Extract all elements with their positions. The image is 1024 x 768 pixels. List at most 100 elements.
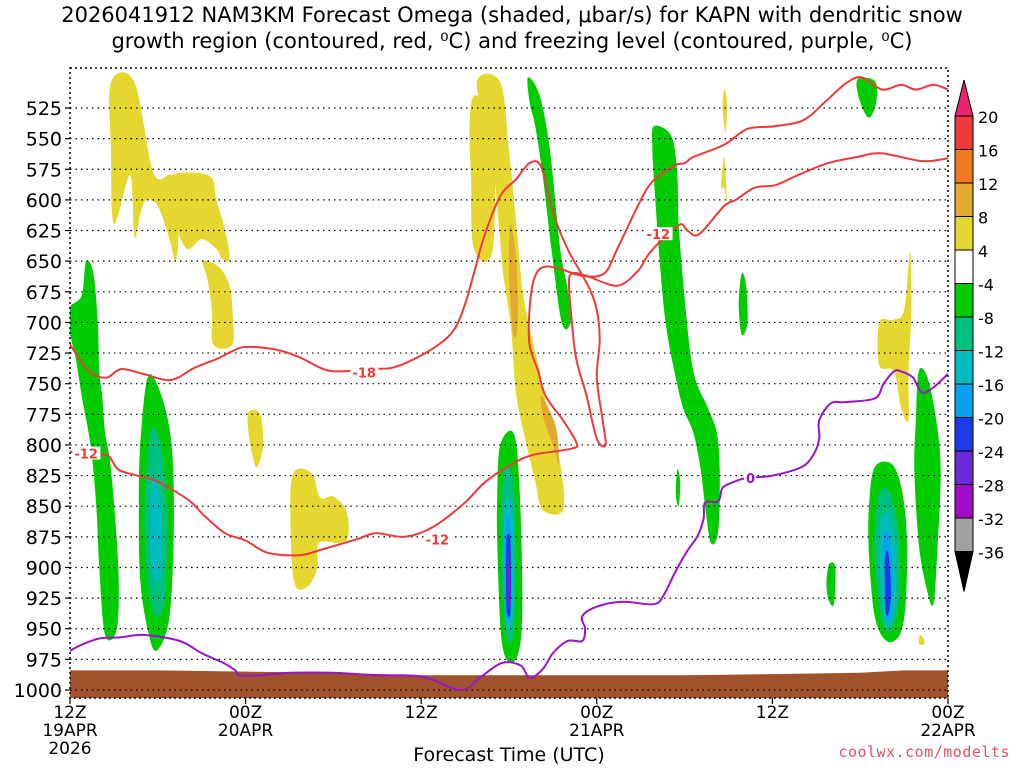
- dendritic-contours: [70, 76, 948, 557]
- colorbar-segment-9: [954, 383, 974, 418]
- plot-frame: [69, 67, 949, 699]
- y-axis: 525 550 575 600 625 650 675 700 725 750 775 800 825 8…: [14, 98, 70, 702]
- colorbar-label-10: -24: [978, 443, 1004, 462]
- terrain-fill: [70, 670, 948, 698]
- y-tick-label-925: 925: [26, 588, 62, 610]
- colorbar: 20 16 12 8 4 -4 -8 -12 -16 -20 -24 -28 -32 -36: [954, 79, 1004, 592]
- colorbar-segment-5: [954, 249, 974, 284]
- freezing-level-contours: [70, 369, 948, 692]
- colorbar-label-6: -8: [978, 309, 994, 328]
- colorbar-top-arrow: [954, 79, 974, 117]
- x-tick-label-1-0: 00Z: [229, 703, 262, 723]
- colorbar-segment-12: [954, 484, 974, 519]
- chart-title-line-2: growth region (contoured, red, ⁰C) and f…: [111, 29, 913, 53]
- colorbar-segment-6: [954, 283, 974, 318]
- y-tick-label-975: 975: [26, 649, 62, 671]
- dendritic-contour-0: [70, 152, 948, 448]
- colorbar-segment-13: [954, 517, 974, 552]
- colorbar-label-7: -12: [978, 343, 1004, 362]
- y-tick-label-600: 600: [26, 190, 62, 212]
- omega-region-4: [290, 468, 349, 590]
- y-tick-label-900: 900: [26, 557, 62, 579]
- colorbar-bottom-arrow: [954, 551, 974, 592]
- omega-region-27: [150, 480, 163, 582]
- dendritic-contour-label-3: -12: [426, 533, 450, 548]
- omega-region-8: [722, 89, 728, 133]
- y-tick-label-1000: 1000: [14, 680, 62, 702]
- dendritic-contour-label-3-bg: [423, 532, 452, 546]
- y-tick-label-525: 525: [26, 98, 62, 120]
- y-tick-label-875: 875: [26, 527, 62, 549]
- freezing-contour-label-0: 0: [746, 472, 755, 487]
- y-tick-label-725: 725: [26, 343, 62, 365]
- dendritic-contour-1: [70, 76, 948, 557]
- omega-region-22: [826, 562, 836, 606]
- colorbar-label-1: 16: [978, 142, 998, 161]
- colorbar-label-13: -36: [978, 544, 1004, 563]
- y-tick-label-550: 550: [26, 129, 62, 151]
- colorbar-label-4: 4: [978, 242, 988, 261]
- x-tick-label-5-0: 00Z: [931, 703, 964, 723]
- x-tick-label-0-0: 12Z: [53, 703, 86, 723]
- omega-region-9: [877, 252, 912, 423]
- omega-region-15: [527, 77, 571, 330]
- x-tick-label-3-0: 00Z: [580, 703, 613, 723]
- omega-region-0: [109, 72, 179, 262]
- colorbar-label-8: -16: [978, 376, 1004, 395]
- colorbar-segment-3: [954, 182, 974, 217]
- contour-labels: -18 -12 -12 -12 0: [72, 227, 757, 548]
- x-tick-label-4-0: 12Z: [756, 703, 789, 723]
- dendritic-contour-label-2: -12: [647, 228, 671, 243]
- omega-region-18: [738, 272, 748, 336]
- x-tick-label-1-1: 20APR: [218, 721, 274, 741]
- omega-region-20: [856, 77, 878, 118]
- y-tick-label-850: 850: [26, 496, 62, 518]
- y-tick-label-825: 825: [26, 466, 62, 488]
- colorbar-label-2: 12: [978, 175, 998, 194]
- y-tick-label-650: 650: [26, 251, 62, 273]
- x-tick-label-0-1: 19APR: [42, 721, 98, 741]
- chart-title-line-1: 2026041912 NAM3KM Forecast Omega (shaded…: [61, 3, 963, 27]
- y-tick-label-625: 625: [26, 221, 62, 243]
- colorbar-label-3: 8: [978, 209, 988, 228]
- dendritic-contour-label-2-bg: [644, 227, 673, 241]
- colorbar-segment-10: [954, 417, 974, 452]
- x-tick-label-2-0: 12Z: [405, 703, 438, 723]
- y-tick-label-700: 700: [26, 312, 62, 334]
- y-tick-label-950: 950: [26, 619, 62, 641]
- x-tick-label-0-2: 2026: [48, 739, 91, 759]
- y-tick-label-775: 775: [26, 404, 62, 426]
- x-tick-label-5-1: 22APR: [920, 721, 976, 741]
- dendritic-contour-label-1-bg: [72, 446, 101, 460]
- colorbar-label-5: -4: [978, 276, 994, 295]
- y-tick-label-575: 575: [26, 159, 62, 181]
- colorbar-segment-1: [954, 115, 974, 150]
- colorbar-segment-8: [954, 350, 974, 385]
- omega-region-10: [918, 634, 925, 645]
- colorbar-segment-2: [954, 149, 974, 184]
- omega-region-19: [675, 469, 681, 507]
- freezing-contour-0: [70, 369, 948, 692]
- colorbar-label-12: -32: [978, 510, 1004, 529]
- omega-region-23: [914, 368, 941, 607]
- omega-region-2: [202, 260, 234, 349]
- x-tick-label-3-1: 21APR: [569, 721, 625, 741]
- source-credit: coolwx.com/modelts: [838, 743, 1010, 761]
- y-tick-label-800: 800: [26, 435, 62, 457]
- colorbar-label-11: -28: [978, 477, 1004, 496]
- omega-region-3: [247, 409, 264, 468]
- dendritic-contour-label-0-bg: [350, 365, 379, 379]
- omega-region-12: [540, 395, 559, 464]
- omega-region-35: [507, 566, 510, 602]
- colorbar-segment-7: [954, 316, 974, 351]
- omega-region-11: [508, 224, 518, 338]
- omega-region-7: [721, 156, 727, 201]
- terrain: [70, 670, 948, 698]
- y-tick-label-750: 750: [26, 374, 62, 396]
- colorbar-label-0: 20: [978, 108, 998, 127]
- plot-border: [69, 67, 949, 699]
- y-tick-label-675: 675: [26, 282, 62, 304]
- dendritic-contour-label-0: -18: [352, 367, 376, 382]
